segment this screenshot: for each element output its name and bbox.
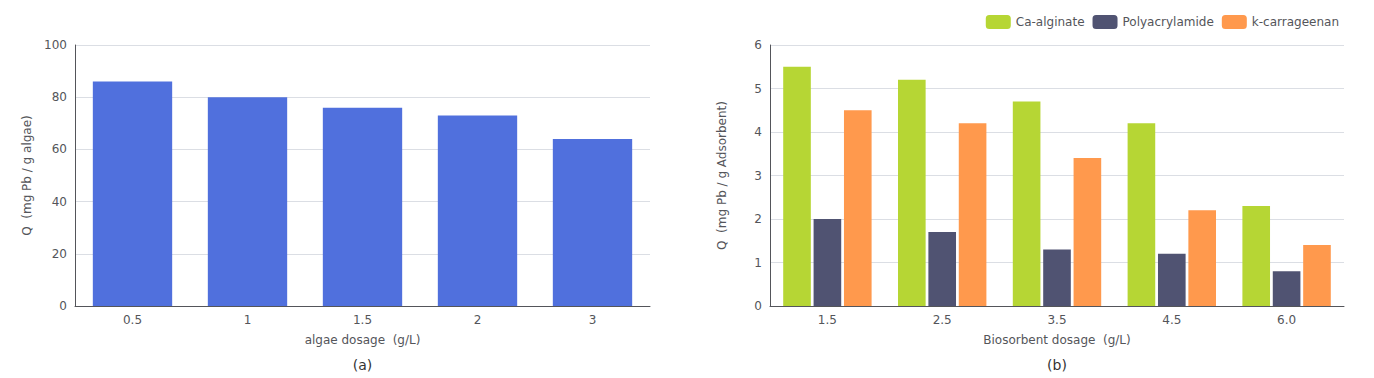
svg-text:3: 3 <box>754 169 762 183</box>
svg-text:(b): (b) <box>1047 357 1067 373</box>
svg-text:3: 3 <box>589 313 597 327</box>
svg-text:40: 40 <box>52 195 67 209</box>
svg-text:6: 6 <box>754 38 762 52</box>
svg-text:100: 100 <box>44 38 67 52</box>
svg-text:Polyacrylamide: Polyacrylamide <box>1123 15 1214 29</box>
svg-text:4: 4 <box>754 125 762 139</box>
svg-text:60: 60 <box>52 142 67 156</box>
svg-text:4.5: 4.5 <box>1162 313 1181 327</box>
svg-text:1: 1 <box>754 256 762 270</box>
svg-text:1.5: 1.5 <box>818 313 837 327</box>
svg-text:2: 2 <box>474 313 482 327</box>
svg-text:0: 0 <box>59 299 67 313</box>
svg-text:algae dosage (g/L): algae dosage (g/L) <box>305 333 421 347</box>
svg-text:3.5: 3.5 <box>1047 313 1066 327</box>
svg-text:1.5: 1.5 <box>353 313 372 327</box>
svg-text:80: 80 <box>52 90 67 104</box>
svg-text:Ca-alginate: Ca-alginate <box>1016 15 1085 29</box>
svg-text:5: 5 <box>754 82 762 96</box>
svg-text:20: 20 <box>52 247 67 261</box>
svg-text:k-carrageenan: k-carrageenan <box>1252 15 1339 29</box>
svg-text:Biosorbent dosage (g/L): Biosorbent dosage (g/L) <box>983 333 1130 347</box>
svg-text:Q (mg Pb / g Adsorbent): Q (mg Pb / g Adsorbent) <box>715 101 729 250</box>
svg-text:Q (mg Pb / g algae): Q (mg Pb / g algae) <box>20 115 34 236</box>
svg-text:0.5: 0.5 <box>123 313 142 327</box>
svg-text:2: 2 <box>754 212 762 226</box>
svg-text:6.0: 6.0 <box>1277 313 1296 327</box>
svg-text:2.5: 2.5 <box>933 313 952 327</box>
svg-text:(a): (a) <box>353 357 373 373</box>
svg-text:1: 1 <box>244 313 252 327</box>
svg-text:0: 0 <box>754 299 762 313</box>
